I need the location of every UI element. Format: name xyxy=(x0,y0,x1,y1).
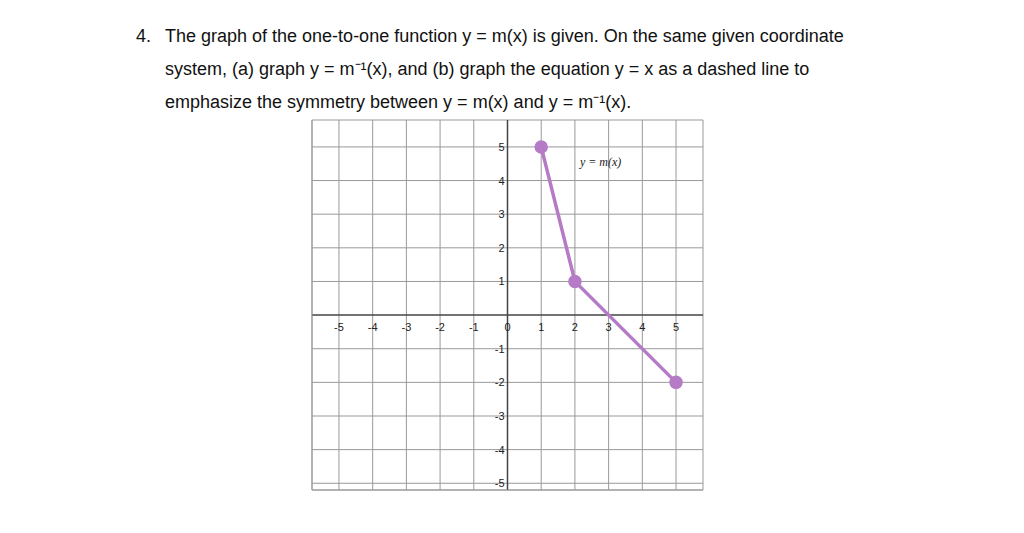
svg-text:-5: -5 xyxy=(334,321,344,333)
svg-text:-4: -4 xyxy=(495,444,505,456)
svg-text:5: 5 xyxy=(498,141,504,153)
svg-text:-1: -1 xyxy=(495,343,505,355)
svg-text:1: 1 xyxy=(498,275,504,287)
svg-text:2: 2 xyxy=(498,242,504,254)
svg-text:y = m(x): y = m(x) xyxy=(579,155,621,169)
svg-text:-4: -4 xyxy=(368,321,378,333)
svg-text:-2: -2 xyxy=(495,376,505,388)
svg-text:4: 4 xyxy=(498,175,504,187)
svg-text:4: 4 xyxy=(639,321,645,333)
svg-text:-5: -5 xyxy=(495,477,505,489)
svg-text:1: 1 xyxy=(538,321,544,333)
svg-text:5: 5 xyxy=(673,321,679,333)
svg-text:-2: -2 xyxy=(435,321,445,333)
html-text:system, (a) graph y = m⁻¹(x),: system, (a) graph y = m⁻¹(x), and (b) gr… xyxy=(165,59,810,79)
html-text:4.: 4. xyxy=(136,26,151,46)
svg-text:-3: -3 xyxy=(495,410,505,422)
svg-text:3: 3 xyxy=(498,208,504,220)
svg-text:-3: -3 xyxy=(401,321,411,333)
svg-text:2: 2 xyxy=(572,321,578,333)
svg-text:3: 3 xyxy=(606,321,612,333)
html-text:The graph of the one-to-one fu: The graph of the one-to-one function y =… xyxy=(165,26,844,46)
svg-text:0: 0 xyxy=(504,321,510,333)
svg-text:-1: -1 xyxy=(469,321,479,333)
html-text:emphasize the symmetry between: emphasize the symmetry between y = m(x) … xyxy=(165,92,632,112)
